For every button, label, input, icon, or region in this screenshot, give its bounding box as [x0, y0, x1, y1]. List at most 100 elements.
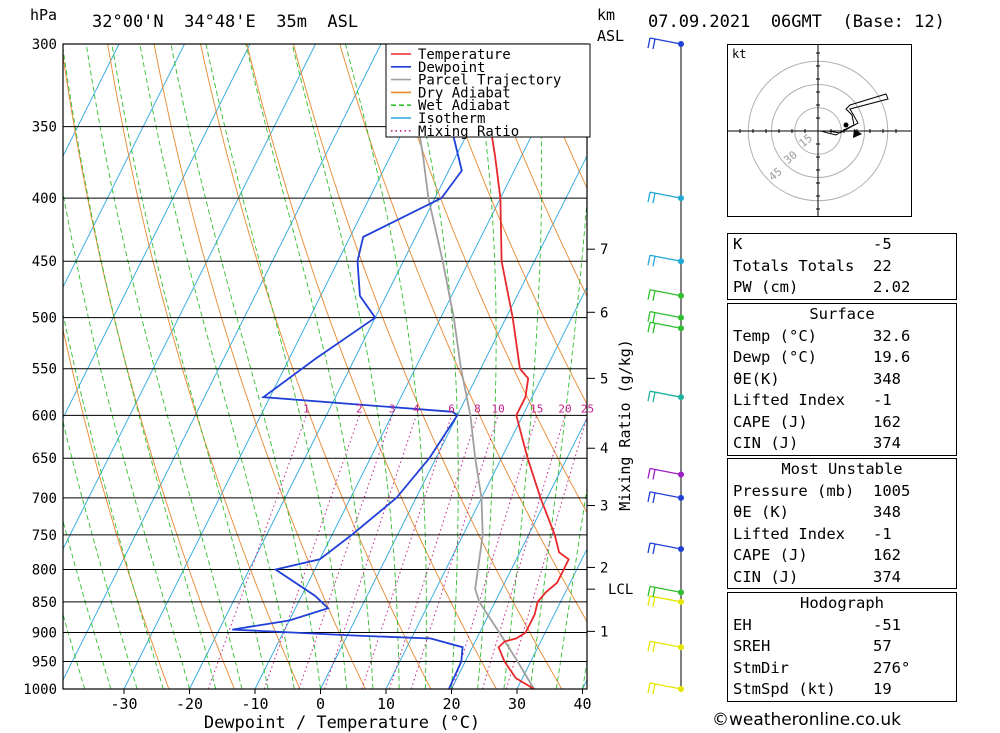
surface-box: Surface Temp (°C) 32.6 Dewp (°C) 19.6 θE(K) 34…: [727, 303, 957, 456]
hodograph-panel: 15 30 45 kt: [727, 44, 912, 217]
info-row: Temp (°C) 32.6: [728, 326, 956, 348]
legend-entry: Wet Adiabat: [418, 98, 511, 114]
info-row-value: 19.6: [873, 348, 911, 366]
storm-motion-marker: [843, 122, 849, 128]
info-row: θE(K) 348: [728, 369, 956, 391]
wind-barbs: [647, 37, 684, 695]
info-row: SREH 57: [728, 636, 956, 658]
legend-entry: Dewpoint: [418, 60, 485, 76]
info-row: Dewp (°C) 19.6: [728, 347, 956, 369]
x-tick-label: -30: [110, 695, 137, 713]
lcl-label: LCL: [608, 582, 633, 598]
info-row: PW (cm) 2.02: [728, 277, 956, 299]
wind-barb-feather: [652, 543, 656, 555]
info-row-value: 374: [873, 434, 901, 452]
info-row-value: -1: [873, 524, 892, 543]
hodograph-unit-label: kt: [732, 47, 746, 61]
wind-barb-feather: [647, 586, 651, 597]
pressure-tick-label: 650: [32, 451, 57, 467]
wind-barb-shaft: [649, 595, 682, 603]
info-row-value: 57: [873, 637, 892, 655]
info-row-value: 19: [873, 680, 892, 698]
wet-adiabat-line: [555, 485, 587, 689]
wind-barb-shaft: [649, 321, 682, 329]
mixing-ratio-line: [410, 415, 499, 689]
wind-barb-shaft: [649, 682, 682, 690]
wind-barb: [647, 595, 682, 608]
dry-adiabat-line: [63, 53, 235, 689]
mixing-ratio-line: [361, 415, 453, 689]
isotherm-line: [123, 44, 447, 689]
wind-barb-feather: [652, 323, 656, 334]
wind-barb-feather: [647, 322, 651, 333]
info-row: Pressure (mb) 1005: [728, 481, 956, 503]
wind-barb-feather: [652, 312, 656, 323]
wind-barb: [647, 542, 682, 555]
info-row: CIN (J) 374: [728, 433, 956, 455]
wind-barb-shaft: [649, 289, 682, 297]
location-title: 32°00'N 34°48'E 35m ASL: [92, 12, 359, 32]
wind-barb-feather: [647, 391, 651, 402]
pressure-tick-label: 350: [32, 120, 57, 136]
info-row-value: -1: [873, 391, 892, 409]
dry-adiabat-line: [990, 44, 1000, 689]
mixing-ratio-axis-label: Mixing Ratio (g/kg): [616, 339, 634, 511]
x-tick-label: 10: [377, 695, 395, 713]
info-row-label: CIN (J): [733, 567, 799, 586]
info-row: CAPE (J) 162: [728, 545, 956, 567]
info-row-label: Pressure (mb): [733, 481, 855, 500]
mixing-ratio-label: 25: [581, 402, 594, 415]
hodograph-arrow-marker: [853, 129, 862, 138]
wind-barb-feather: [647, 595, 651, 607]
height-unit-km: km: [597, 6, 616, 24]
info-row-label: K: [733, 235, 743, 253]
info-row-value: -51: [873, 615, 901, 634]
info-row: θE (K) 348: [728, 502, 956, 524]
parcel-trajectory-line: [413, 94, 535, 689]
wind-barb-feather: [652, 192, 656, 204]
info-row: StmSpd (kt) 19: [728, 679, 956, 701]
pressure-tick-label: 450: [32, 254, 57, 270]
legend-entry: Parcel Trajectory: [418, 73, 561, 89]
mixing-ratio-line: [207, 415, 307, 689]
isotherm-line: [320, 154, 587, 689]
mixing-ratio-label: 20: [558, 402, 571, 415]
mixing-ratio-line: [324, 415, 417, 689]
wet-adiabat-line: [529, 195, 587, 689]
legend-box: [385, 43, 591, 138]
legend-entry: Temperature: [418, 47, 511, 63]
wind-barb: [647, 321, 682, 334]
mixing-ratio-label: 10: [491, 402, 504, 415]
info-row-value: 348: [873, 503, 901, 521]
mixing-ratio-label: 15: [530, 402, 543, 415]
wet-adiabat-line: [291, 44, 400, 689]
mixing-ratio-label: 4: [413, 402, 420, 415]
wind-barb-feather: [647, 491, 651, 503]
info-row-label: Lifted Index: [733, 391, 845, 409]
hodograph-ring-label: 15: [796, 132, 815, 150]
wet-adiabat-line: [111, 44, 269, 689]
info-row-label: Dewp (°C): [733, 348, 817, 366]
wet-adiabat-line: [63, 190, 190, 689]
isotherm-line: [63, 44, 316, 551]
wind-barb-feather: [652, 683, 656, 695]
mixing-ratio-line: [298, 415, 393, 689]
wind-barb-shaft: [649, 390, 682, 398]
wind-barb: [647, 491, 682, 504]
wet-adiabat-line: [63, 419, 138, 689]
wet-adiabat-line: [471, 44, 497, 689]
wind-barb: [647, 585, 682, 598]
wind-barb: [647, 289, 682, 301]
wind-barb-feather: [652, 642, 656, 653]
wind-barb-shaft: [649, 191, 682, 199]
km-tick-label: 7: [600, 242, 608, 258]
wind-barb: [647, 254, 682, 267]
info-row-value: 162: [873, 412, 901, 431]
pressure-tick-label: 900: [32, 626, 57, 642]
info-row: CAPE (J) 162: [728, 412, 956, 434]
info-row-label: Totals Totals: [733, 256, 855, 275]
x-tick-label: 0: [316, 695, 325, 713]
wind-barb-feather: [647, 37, 651, 49]
wind-barb-feather: [652, 256, 656, 267]
